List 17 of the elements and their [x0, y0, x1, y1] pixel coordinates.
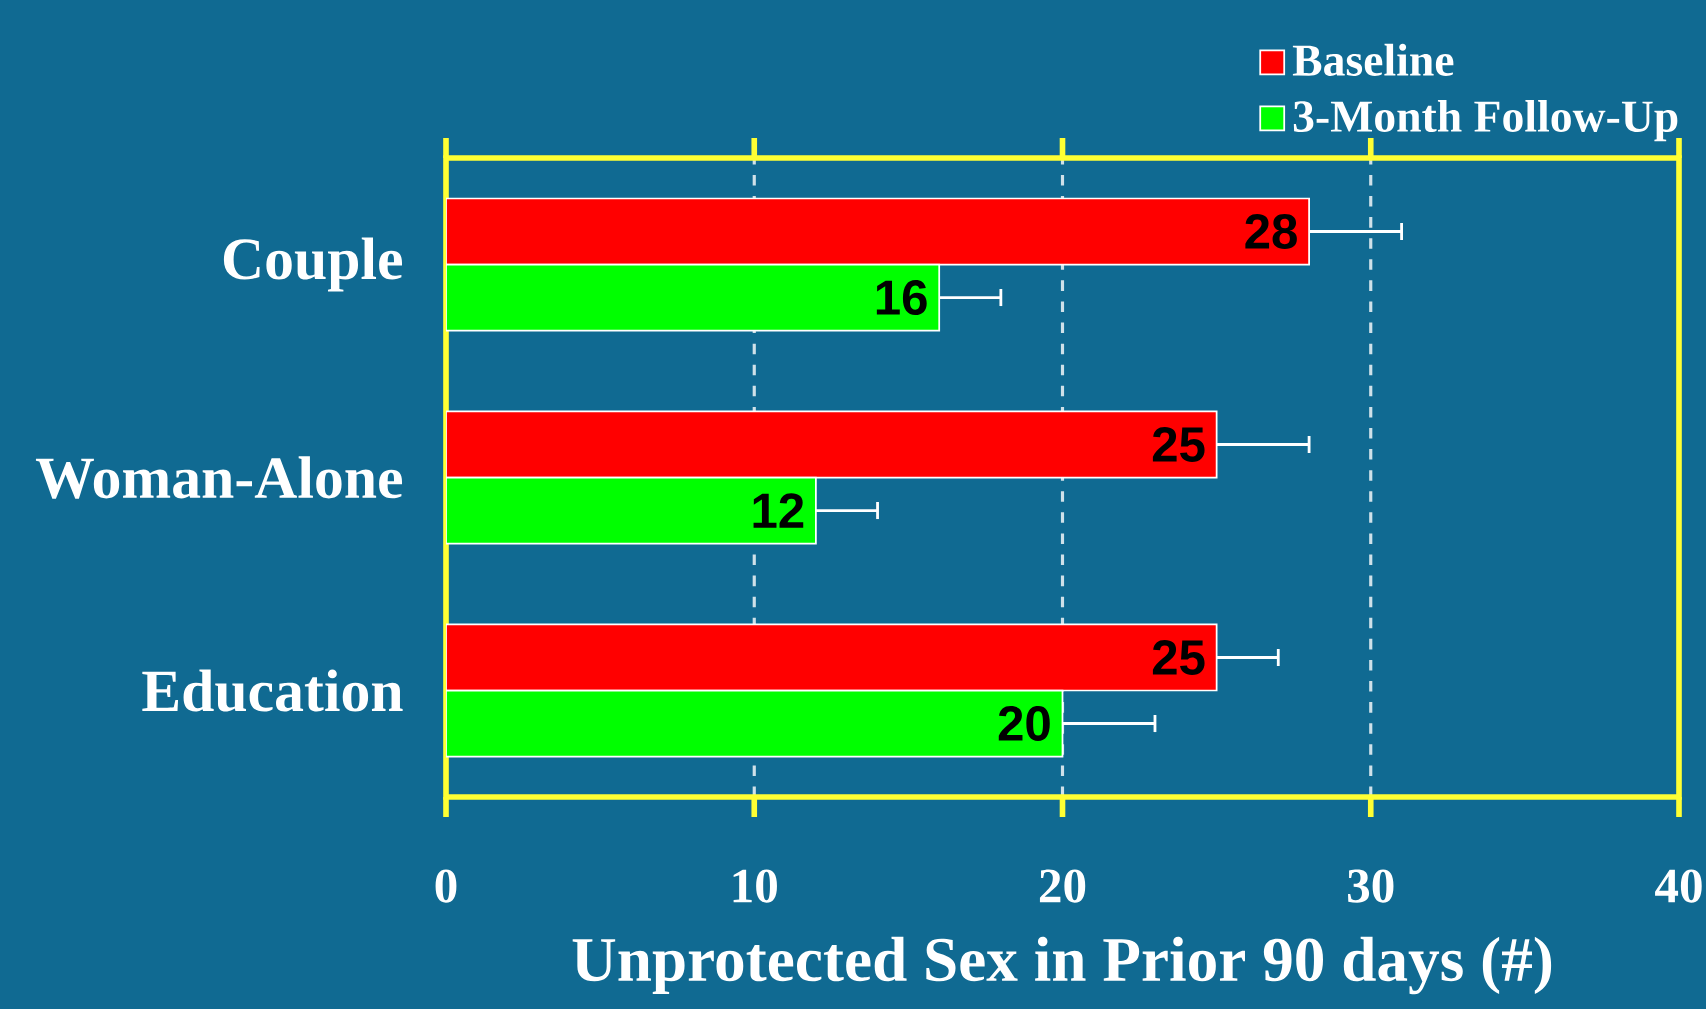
data-label: 28 — [1245, 214, 1297, 249]
legend-label: Baseline — [1292, 43, 1454, 77]
legend-label: 3-Month Follow-Up — [1293, 99, 1678, 142]
x-tick-label: 20 — [1039, 869, 1086, 903]
x-tick-label: 30 — [1348, 869, 1394, 903]
x-tick-label: 0 — [435, 869, 457, 903]
data-label: 25 — [1152, 640, 1205, 675]
x-tick-label: 40 — [1655, 869, 1702, 903]
data-label: 25 — [1152, 427, 1205, 462]
data-label: 20 — [998, 706, 1050, 741]
y-tick-label: Education — [142, 669, 403, 712]
data-label: 16 — [876, 280, 927, 315]
x-axis-title: Unprotected Sex in Prior 90 days (#) — [572, 936, 1552, 995]
data-label: 12 — [753, 493, 804, 528]
y-tick-label: Woman-Alone — [35, 456, 403, 499]
y-tick-label: Couple — [223, 237, 403, 292]
x-tick-label: 10 — [733, 869, 777, 903]
